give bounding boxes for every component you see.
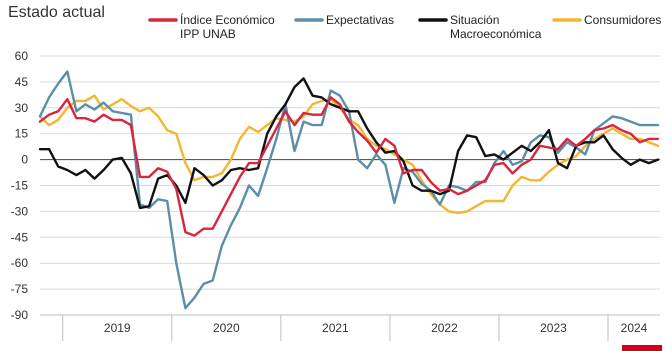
legend-label-situacion-2: Macroeconómica xyxy=(450,27,542,41)
x-axis: 2019 2020 2021 2022 2023 2024 xyxy=(62,315,648,341)
legend-item-expectativas: Expectativas xyxy=(294,13,394,27)
legend-label-index-2: IPP UNAB xyxy=(180,27,236,41)
x-tick-label: 2020 xyxy=(213,321,240,335)
y-tick-label: 30 xyxy=(15,101,29,115)
x-tick-label: 2019 xyxy=(104,321,131,335)
legend-label-index-1: Índice Económico xyxy=(180,12,275,27)
y-tick-label: -30 xyxy=(11,204,29,218)
series-line-index xyxy=(38,96,660,237)
series-line-situacion xyxy=(38,77,660,210)
chart-title: Estado actual xyxy=(8,4,105,21)
y-tick-label: -75 xyxy=(11,282,29,296)
legend-label-situacion-1: Situación xyxy=(450,13,499,27)
y-tick-label: 45 xyxy=(15,75,29,89)
legend: Índice Económico IPP UNAB Expectativas S… xyxy=(148,12,661,41)
legend-item-situacion: Situación Macroeconómica xyxy=(418,13,542,41)
y-tick-label: -15 xyxy=(11,179,29,193)
legend-item-consumidores: Consumidores xyxy=(552,13,661,27)
legend-label-consumidores: Consumidores xyxy=(584,13,661,27)
y-axis: 60 45 30 15 0 -15 -30 -45 -60 -75 -90 xyxy=(11,49,29,322)
x-tick-label: 2024 xyxy=(621,321,648,335)
legend-item-index: Índice Económico IPP UNAB xyxy=(148,12,275,41)
x-tick-label: 2023 xyxy=(540,321,567,335)
y-tick-label: -60 xyxy=(11,256,29,270)
series-layer xyxy=(38,70,660,310)
y-tick-label: -90 xyxy=(11,308,29,322)
x-tick-label: 2022 xyxy=(431,321,458,335)
grid xyxy=(40,55,660,316)
legend-label-expectativas: Expectativas xyxy=(326,13,394,27)
x-tick-label: 2021 xyxy=(322,321,349,335)
y-tick-label: 60 xyxy=(15,49,29,63)
brand-accent-bar xyxy=(622,345,662,351)
y-tick-label: 0 xyxy=(21,153,28,167)
y-tick-label: -45 xyxy=(11,230,29,244)
y-tick-label: 15 xyxy=(15,127,29,141)
